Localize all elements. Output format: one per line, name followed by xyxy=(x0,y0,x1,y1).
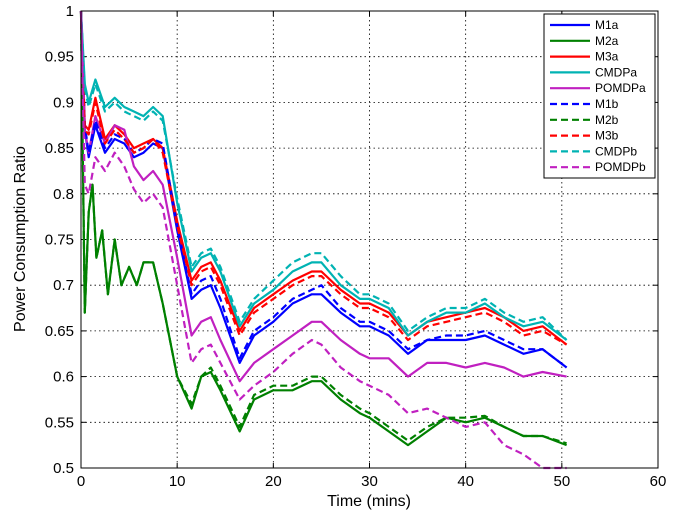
tick-labels: 0 10 20 30 40 50 60 0.5 0.55 0.6 0.65 0.7 0.75 0.8 0.8… xyxy=(45,3,667,490)
y-tick-label: 0.6 xyxy=(53,369,74,386)
y-tick-label: 1 xyxy=(66,3,74,20)
x-tick-label: 20 xyxy=(265,473,282,490)
legend-label: M3b xyxy=(595,129,619,143)
x-tick-label: 30 xyxy=(361,473,378,490)
x-tick-label: 60 xyxy=(650,473,667,490)
legend-label: POMDPa xyxy=(595,81,646,95)
y-tick-label: 0.75 xyxy=(45,232,74,249)
x-tick-label: 0 xyxy=(77,473,85,490)
y-axis-label: Power Consumption Ratio xyxy=(12,146,29,332)
y-tick-label: 0.7 xyxy=(53,277,74,294)
grid-lines xyxy=(81,11,658,468)
y-tick-label: 0.95 xyxy=(45,49,74,66)
series-line-m1a xyxy=(79,10,568,369)
legend-label: M1a xyxy=(595,18,619,32)
y-tick-label: 0.65 xyxy=(45,323,74,340)
legend-label: M3a xyxy=(595,50,619,64)
y-tick-label: 0.9 xyxy=(53,94,74,111)
series-line-cmdpb xyxy=(79,10,568,341)
y-tick-label: 0.8 xyxy=(53,186,74,203)
legend-label: POMDPb xyxy=(595,160,646,174)
legend-label: M2a xyxy=(595,34,619,48)
y-tick-label: 0.5 xyxy=(53,460,74,477)
legend-label: M1b xyxy=(595,97,619,111)
series-line-m3a xyxy=(79,10,568,346)
y-tick-label: 0.55 xyxy=(45,414,74,431)
x-axis-label: Time (mins) xyxy=(327,493,411,510)
data-series xyxy=(79,10,568,470)
legend-label: M2b xyxy=(595,113,619,127)
series-line-pomdpb xyxy=(79,10,567,470)
y-tick-label: 0.85 xyxy=(45,140,74,157)
series-line-pomdpa xyxy=(79,10,567,383)
series-line-cmdpa xyxy=(79,10,568,341)
plot-area-border xyxy=(80,10,659,469)
series-line-m3b xyxy=(79,10,568,346)
legend-label: CMDPb xyxy=(595,144,637,158)
x-tick-label: 10 xyxy=(169,473,186,490)
series-line-m2b xyxy=(79,10,567,445)
x-tick-label: 50 xyxy=(553,473,570,490)
legend-label: CMDPa xyxy=(595,65,637,79)
x-tick-label: 40 xyxy=(457,473,474,490)
